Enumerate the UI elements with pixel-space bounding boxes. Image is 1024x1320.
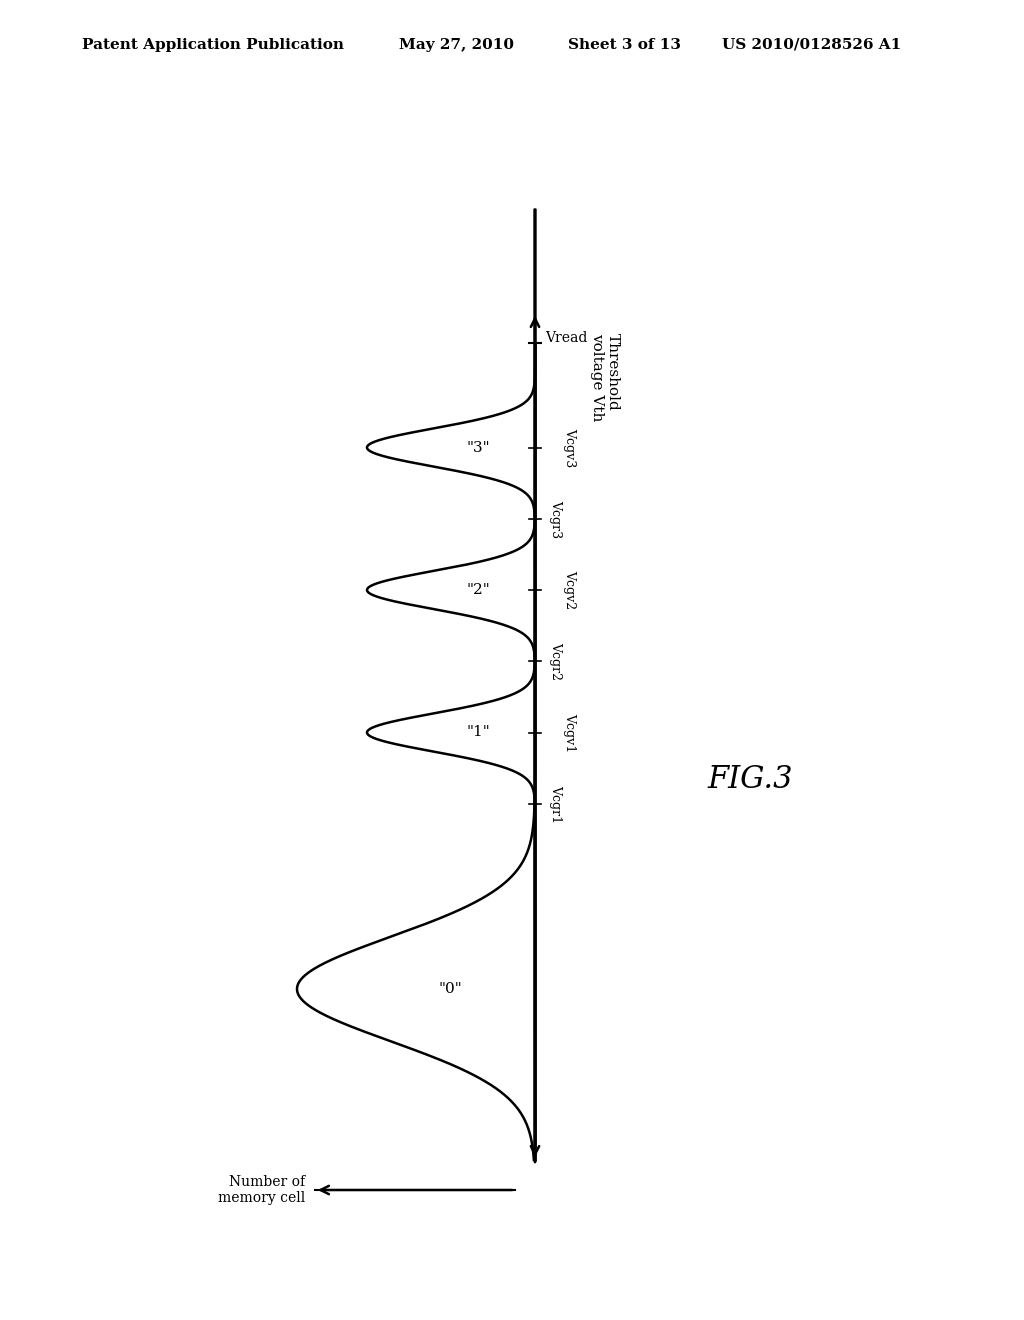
Text: FIG.3: FIG.3 — [708, 764, 793, 796]
Text: Vcgv3: Vcgv3 — [563, 428, 575, 467]
Text: "1": "1" — [467, 726, 490, 739]
Text: Number of
memory cell: Number of memory cell — [218, 1175, 305, 1205]
Text: Vcgv2: Vcgv2 — [563, 570, 575, 610]
Text: "3": "3" — [467, 441, 490, 454]
Text: Vcgr1: Vcgr1 — [549, 784, 562, 822]
Text: "0": "0" — [438, 982, 463, 997]
Text: Patent Application Publication: Patent Application Publication — [82, 38, 344, 51]
Text: Sheet 3 of 13: Sheet 3 of 13 — [568, 38, 681, 51]
Text: Vcgv1: Vcgv1 — [563, 713, 575, 752]
Text: Threshold
voltage Vth: Threshold voltage Vth — [590, 333, 621, 421]
Text: Vread: Vread — [545, 331, 588, 345]
Text: May 27, 2010: May 27, 2010 — [399, 38, 514, 51]
Text: Vcgr3: Vcgr3 — [549, 500, 562, 537]
Text: "2": "2" — [467, 583, 490, 597]
Text: Vcgr2: Vcgr2 — [549, 643, 562, 680]
Text: US 2010/0128526 A1: US 2010/0128526 A1 — [722, 38, 901, 51]
